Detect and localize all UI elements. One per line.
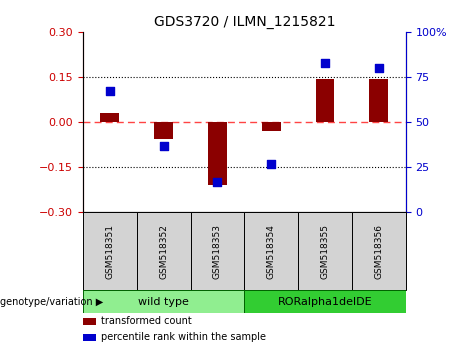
Text: RORalpha1delDE: RORalpha1delDE bbox=[278, 297, 372, 307]
Bar bbox=[154, 122, 173, 139]
Bar bbox=[244, 212, 298, 290]
Text: GSM518353: GSM518353 bbox=[213, 224, 222, 279]
Point bbox=[375, 65, 383, 71]
Title: GDS3720 / ILMN_1215821: GDS3720 / ILMN_1215821 bbox=[154, 16, 335, 29]
Bar bbox=[352, 212, 406, 290]
Text: GSM518356: GSM518356 bbox=[374, 224, 383, 279]
Point bbox=[106, 88, 113, 94]
Bar bbox=[83, 334, 96, 341]
Text: genotype/variation ▶: genotype/variation ▶ bbox=[0, 297, 103, 307]
Text: transformed count: transformed count bbox=[100, 316, 191, 326]
Point bbox=[321, 60, 329, 65]
Bar bbox=[316, 79, 334, 122]
Text: wild type: wild type bbox=[138, 297, 189, 307]
Bar bbox=[100, 113, 119, 122]
Bar bbox=[208, 122, 227, 185]
Text: GSM518352: GSM518352 bbox=[159, 224, 168, 279]
Bar bbox=[244, 290, 406, 313]
Text: percentile rank within the sample: percentile rank within the sample bbox=[100, 332, 266, 342]
Point bbox=[267, 161, 275, 166]
Bar bbox=[83, 318, 96, 325]
Bar bbox=[83, 290, 244, 313]
Bar bbox=[137, 212, 190, 290]
Point bbox=[160, 143, 167, 148]
Bar bbox=[298, 212, 352, 290]
Text: GSM518351: GSM518351 bbox=[106, 224, 114, 279]
Bar bbox=[83, 212, 137, 290]
Bar bbox=[369, 79, 388, 122]
Bar bbox=[262, 122, 281, 131]
Point bbox=[214, 179, 221, 184]
Text: GSM518355: GSM518355 bbox=[320, 224, 330, 279]
Text: GSM518354: GSM518354 bbox=[267, 224, 276, 279]
Bar bbox=[190, 212, 244, 290]
